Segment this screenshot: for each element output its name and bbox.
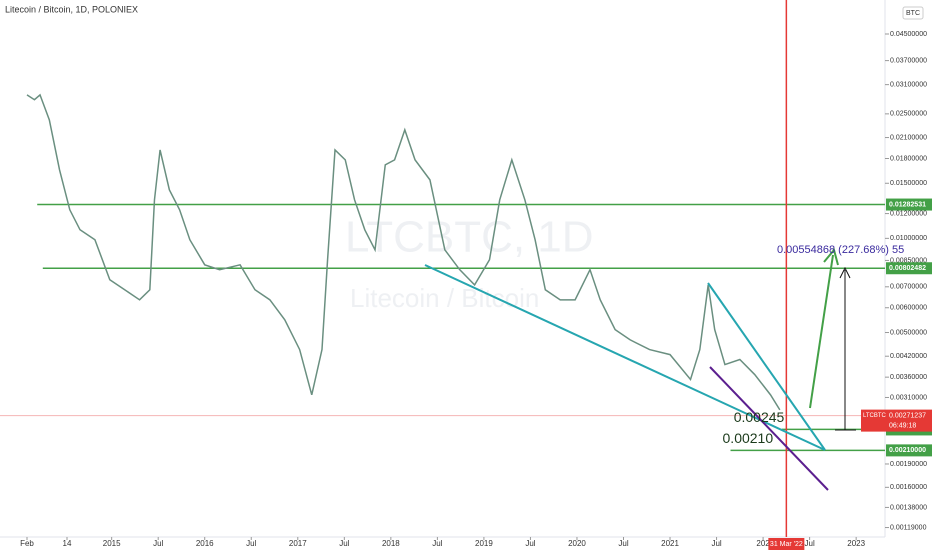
level-label: 0.00802482 xyxy=(889,265,926,272)
watermark-sub: Litecoin / Bitcoin xyxy=(350,283,539,313)
chart-title: Litecoin / Bitcoin, 1D, POLONIEX xyxy=(5,4,138,14)
x-tick-label: 2018 xyxy=(382,539,400,548)
x-tick-label: Jul xyxy=(525,539,535,548)
trend-line xyxy=(707,282,826,451)
measure-label: 0.00554868 (227.68%) 55 xyxy=(777,244,904,256)
cursor-label: 31 Mar '22 xyxy=(770,541,803,548)
cursor-badge xyxy=(768,538,805,550)
level-note: 0.00210 xyxy=(723,430,774,446)
y-tick-label: 0.00360000 xyxy=(890,374,927,381)
y-tick-label: 0.00190000 xyxy=(890,461,927,468)
x-tick-label: 2021 xyxy=(661,539,679,548)
plot xyxy=(0,0,885,537)
x-tick-label: 2016 xyxy=(196,539,214,548)
x-tick-label: 202 xyxy=(756,539,770,548)
level-badge xyxy=(886,444,932,457)
trend-line xyxy=(709,366,829,491)
y-tick-label: 0.01500000 xyxy=(890,180,927,187)
y-tick-label: 0.04500000 xyxy=(890,31,927,38)
x-tick-label: 2020 xyxy=(568,539,586,548)
x-tick-label: 14 xyxy=(63,539,72,548)
x-tick-label: Feb xyxy=(20,539,34,548)
measure-head xyxy=(839,266,851,279)
y-tick-label: 0.02100000 xyxy=(890,134,927,141)
x-tick-label: Jul xyxy=(711,539,721,548)
x-tick-label: Jul xyxy=(339,539,349,548)
y-tick-label: 0.03700000 xyxy=(890,57,927,64)
y-tick-label: 0.01200000 xyxy=(890,210,927,217)
x-tick-label: Jul xyxy=(432,539,442,548)
y-tick-label: 0.00850000 xyxy=(890,257,927,264)
countdown: 06:49:18 xyxy=(889,422,916,429)
y-tick-label: 0.00138000 xyxy=(890,504,927,511)
y-tick-label: 0.01000000 xyxy=(890,235,927,242)
arrow-head xyxy=(823,247,839,266)
level-label: 0.00210000 xyxy=(889,447,926,454)
y-tick-label: 0.00160000 xyxy=(890,484,927,491)
x-tick-label: 2017 xyxy=(289,539,307,548)
currency-badge xyxy=(902,6,924,20)
x-tick-label: 2015 xyxy=(103,539,121,548)
level-label: 0.01282531 xyxy=(889,201,926,208)
level-note: 0.00245 xyxy=(734,409,785,425)
last-price-symbol: LTCBTC xyxy=(863,413,887,419)
currency-badge-label: BTC xyxy=(906,10,920,17)
level-badge xyxy=(886,198,932,211)
arrow xyxy=(809,254,834,409)
y-tick-label: 0.00119000 xyxy=(890,524,927,531)
y-tick-label: 0.00420000 xyxy=(890,353,927,360)
last-price-badge xyxy=(861,409,932,432)
last-price-label: 0.00271237 xyxy=(889,412,926,419)
price-line xyxy=(26,93,781,411)
x-tick-label: Jul xyxy=(805,539,815,548)
x-tick-label: Jul xyxy=(246,539,256,548)
x-tick-label: 2019 xyxy=(475,539,493,548)
level-badge xyxy=(886,262,932,275)
trend-line xyxy=(424,264,826,451)
y-tick-label: 0.02500000 xyxy=(890,111,927,118)
x-tick-label: Jul xyxy=(618,539,628,548)
watermark: LTCBTC, 1D xyxy=(345,213,594,262)
y-tick-label: 0.00600000 xyxy=(890,305,927,312)
y-tick-label: 0.01800000 xyxy=(890,155,927,162)
y-tick-label: 0.03100000 xyxy=(890,81,927,88)
y-tick-label: 0.00310000 xyxy=(890,394,927,401)
y-tick-label: 0.00500000 xyxy=(890,329,927,336)
y-tick-label: 0.00700000 xyxy=(890,284,927,291)
x-tick-label: Jul xyxy=(153,539,163,548)
x-tick-label: 2023 xyxy=(847,539,865,548)
